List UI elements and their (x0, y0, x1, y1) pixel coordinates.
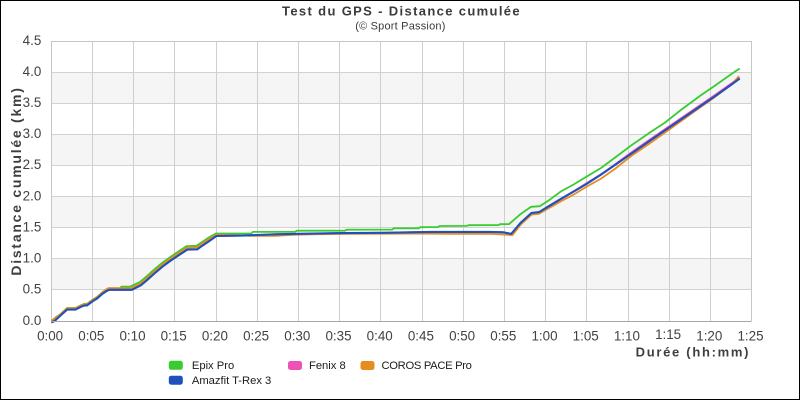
svg-text:Fenix 8: Fenix 8 (309, 360, 346, 372)
svg-text:0:30: 0:30 (284, 328, 310, 343)
svg-text:2.0: 2.0 (23, 188, 42, 203)
svg-text:1:25: 1:25 (737, 328, 763, 343)
svg-text:3.5: 3.5 (23, 95, 42, 110)
svg-text:0:45: 0:45 (408, 328, 434, 343)
svg-text:1.0: 1.0 (23, 251, 42, 266)
svg-text:(© Sport Passion): (© Sport Passion) (355, 20, 445, 32)
svg-text:Distance cumulée (km): Distance cumulée (km) (8, 86, 24, 275)
svg-text:1:20: 1:20 (696, 328, 722, 343)
svg-text:3.0: 3.0 (23, 126, 42, 141)
svg-text:0:20: 0:20 (202, 328, 228, 343)
svg-text:1:15: 1:15 (655, 327, 681, 342)
svg-text:1:05: 1:05 (573, 328, 599, 343)
svg-text:Amazfit T-Rex 3: Amazfit T-Rex 3 (192, 375, 271, 387)
svg-text:Durée (hh:mm): Durée (hh:mm) (636, 344, 751, 359)
svg-text:1:00: 1:00 (531, 328, 557, 343)
svg-text:Epix Pro: Epix Pro (192, 360, 234, 372)
svg-text:0:05: 0:05 (78, 328, 104, 343)
svg-text:0.0: 0.0 (23, 313, 42, 328)
svg-text:0:15: 0:15 (161, 328, 187, 343)
svg-text:4.5: 4.5 (23, 33, 42, 48)
svg-text:0:25: 0:25 (243, 328, 269, 343)
svg-text:0.5: 0.5 (23, 282, 42, 297)
svg-text:0:50: 0:50 (449, 328, 475, 343)
svg-text:0:10: 0:10 (119, 328, 145, 343)
svg-text:1:10: 1:10 (614, 328, 640, 343)
svg-text:COROS PACE Pro: COROS PACE Pro (382, 360, 472, 372)
svg-text:0:55: 0:55 (490, 328, 516, 343)
svg-text:4.0: 4.0 (23, 64, 42, 79)
svg-text:0:35: 0:35 (325, 328, 351, 343)
svg-text:Test du GPS - Distance cumulée: Test du GPS - Distance cumulée (282, 3, 521, 18)
svg-text:2.5: 2.5 (23, 157, 42, 172)
svg-text:1.5: 1.5 (23, 220, 42, 235)
svg-text:0:40: 0:40 (367, 328, 393, 343)
svg-text:0:00: 0:00 (37, 328, 63, 343)
